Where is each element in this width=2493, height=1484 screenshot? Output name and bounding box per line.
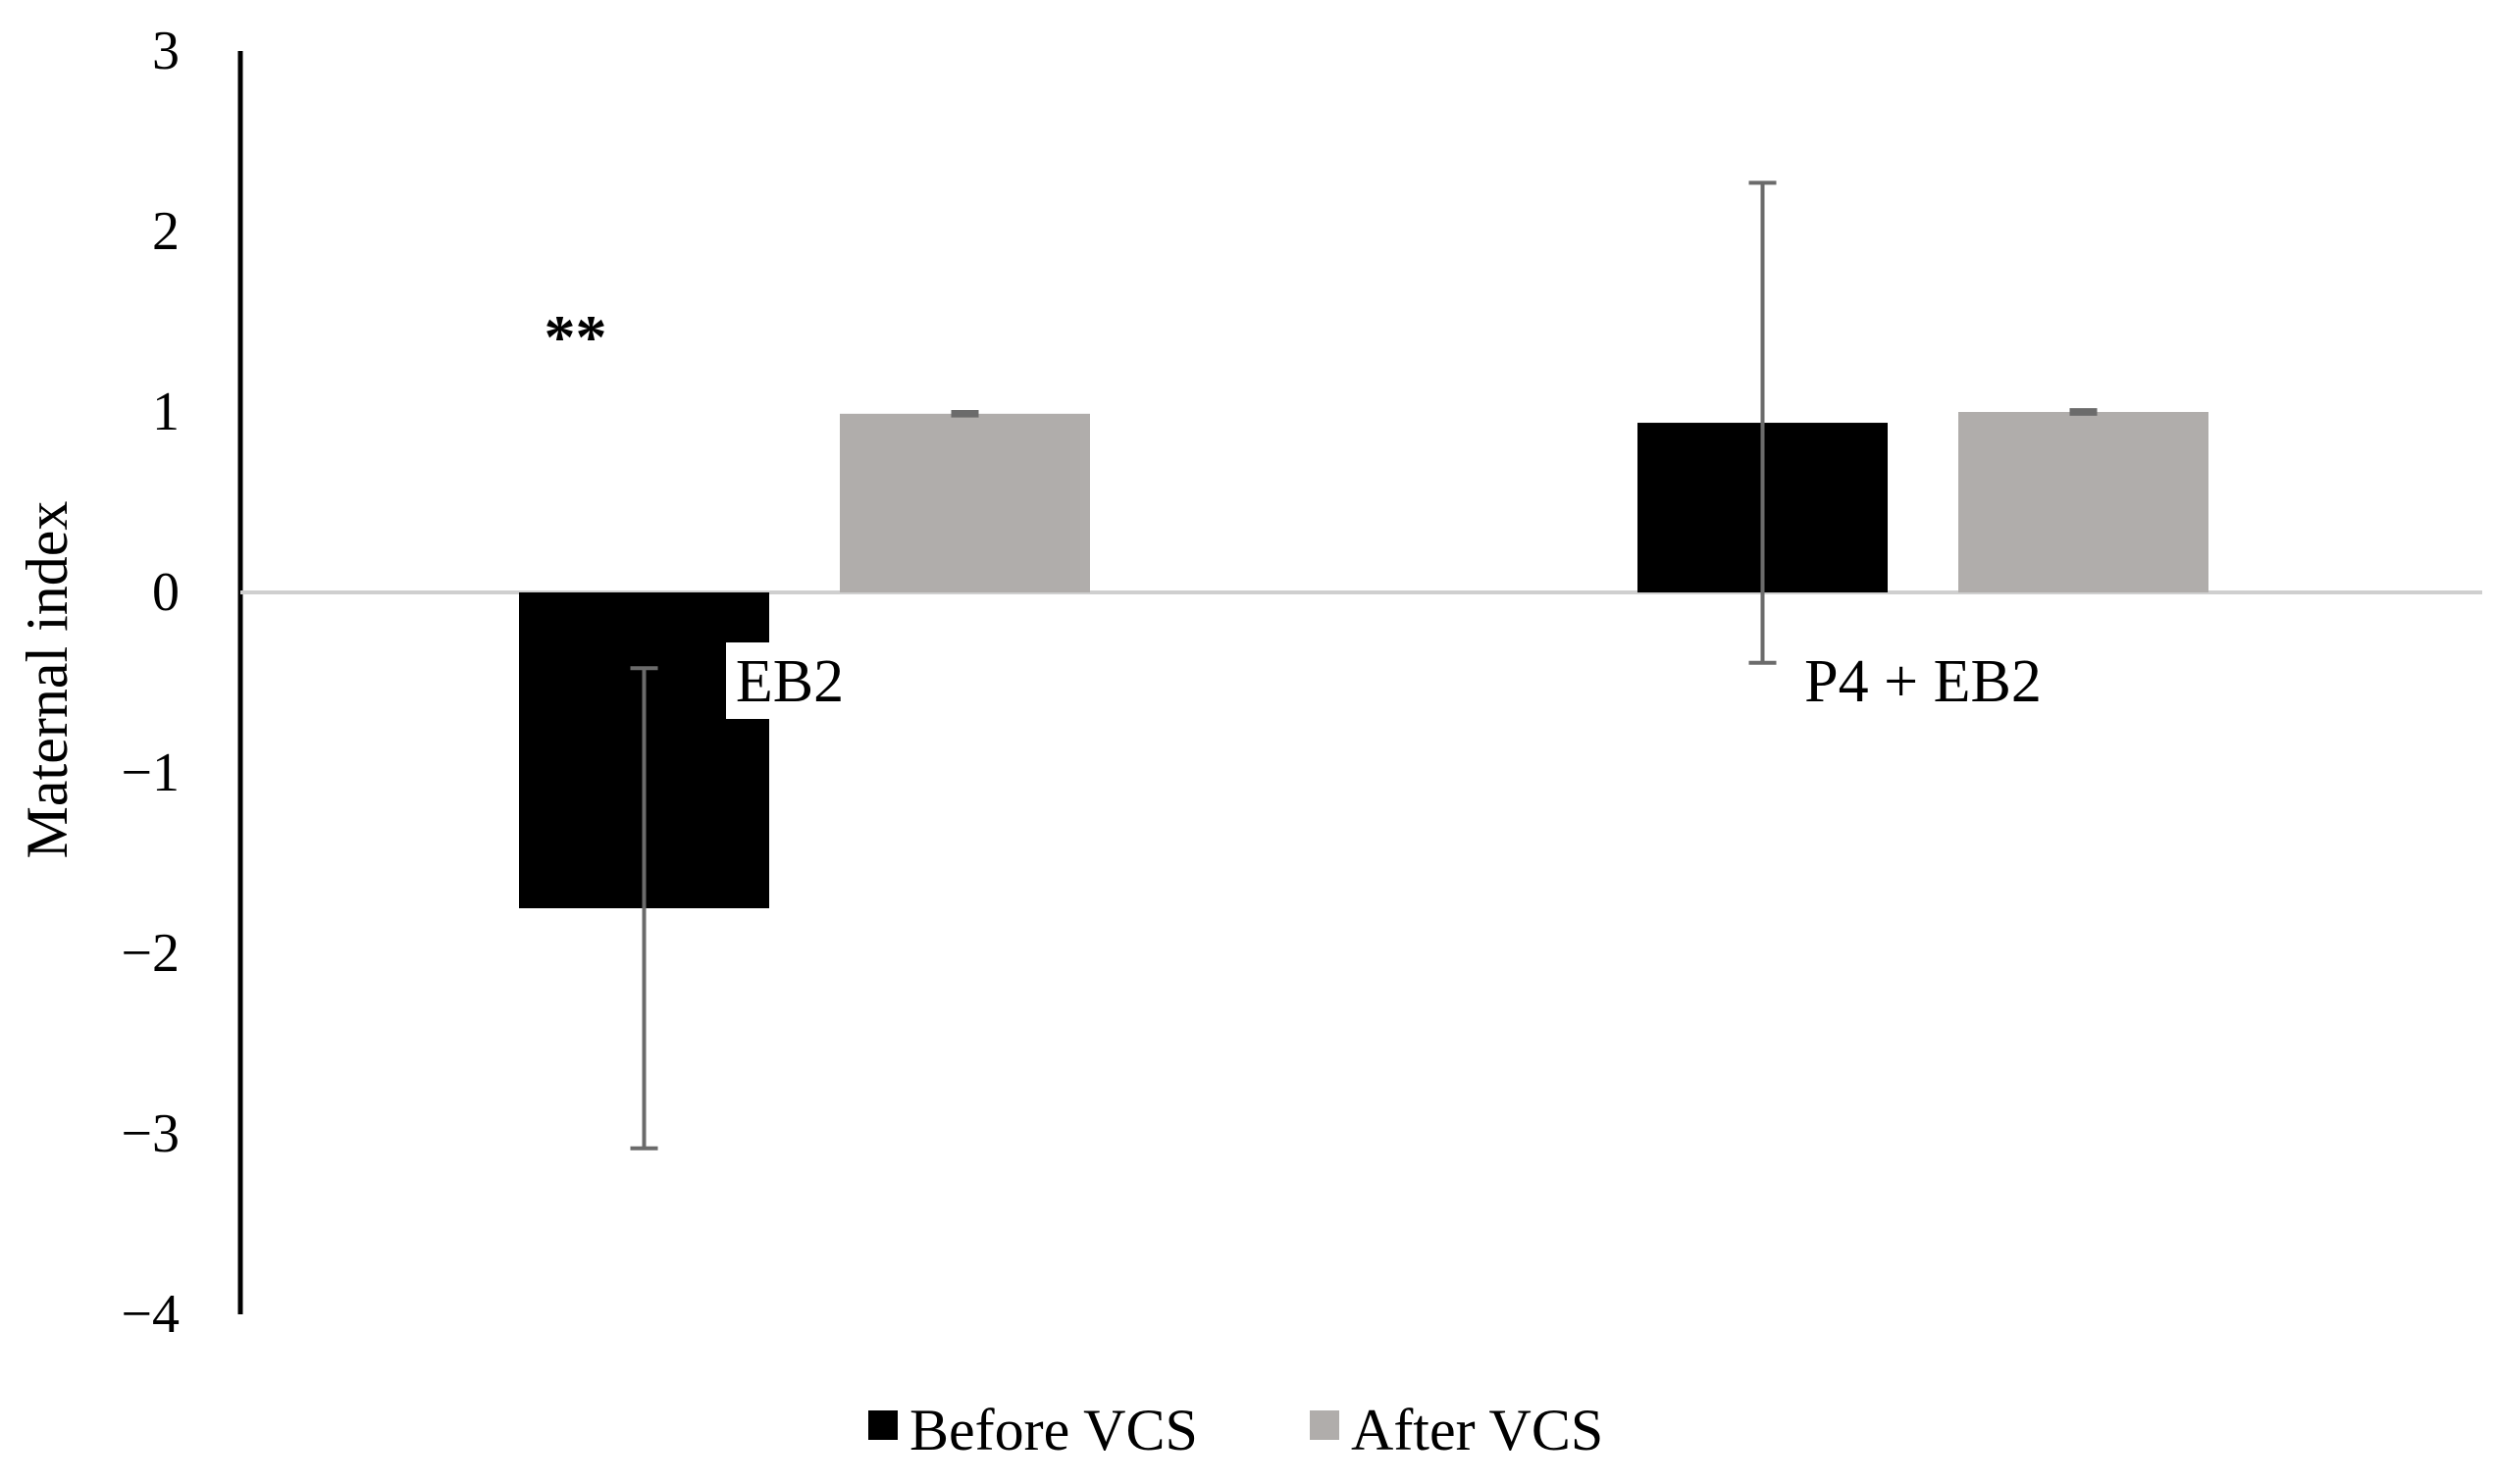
category-labels: EB2 P4 + EB2: [726, 642, 2042, 719]
y-tick-label: 3: [152, 21, 180, 81]
y-tick-label: −1: [121, 742, 180, 803]
category-label-background: [726, 642, 854, 719]
y-tick-label: −3: [121, 1103, 180, 1164]
y-axis-title: Maternal index: [15, 501, 79, 859]
legend-label: Before VCS: [909, 1398, 1198, 1462]
bars-group: [519, 412, 2208, 908]
bar-after-eb2: [840, 413, 1090, 592]
legend-label: After VCS: [1351, 1398, 1603, 1462]
error-bar: [951, 410, 979, 418]
y-tick-label: 2: [152, 201, 180, 262]
category-label: P4 + EB2: [1804, 648, 2042, 715]
bar-after-p4-eb2: [1958, 412, 2208, 592]
legend-swatch: [868, 1410, 898, 1440]
category-label: EB2: [736, 648, 844, 715]
error-bar: [2069, 408, 2098, 416]
annotations: **: [545, 302, 607, 372]
error-bars-group: [630, 180, 2098, 1151]
error-bar: [1748, 180, 1777, 665]
y-tick-label: −2: [121, 923, 180, 984]
legend-swatch: [1310, 1410, 1339, 1440]
legend: Before VCS After VCS: [868, 1398, 1603, 1462]
y-axis-ticks: 3 2 1 0 −1 −2 −3 −4: [121, 21, 180, 1345]
y-tick-label: 0: [152, 562, 180, 623]
y-tick-label: −4: [121, 1284, 180, 1345]
y-tick-label: 1: [152, 382, 180, 442]
error-bar: [630, 666, 658, 1151]
significance-annotation: **: [545, 302, 607, 372]
